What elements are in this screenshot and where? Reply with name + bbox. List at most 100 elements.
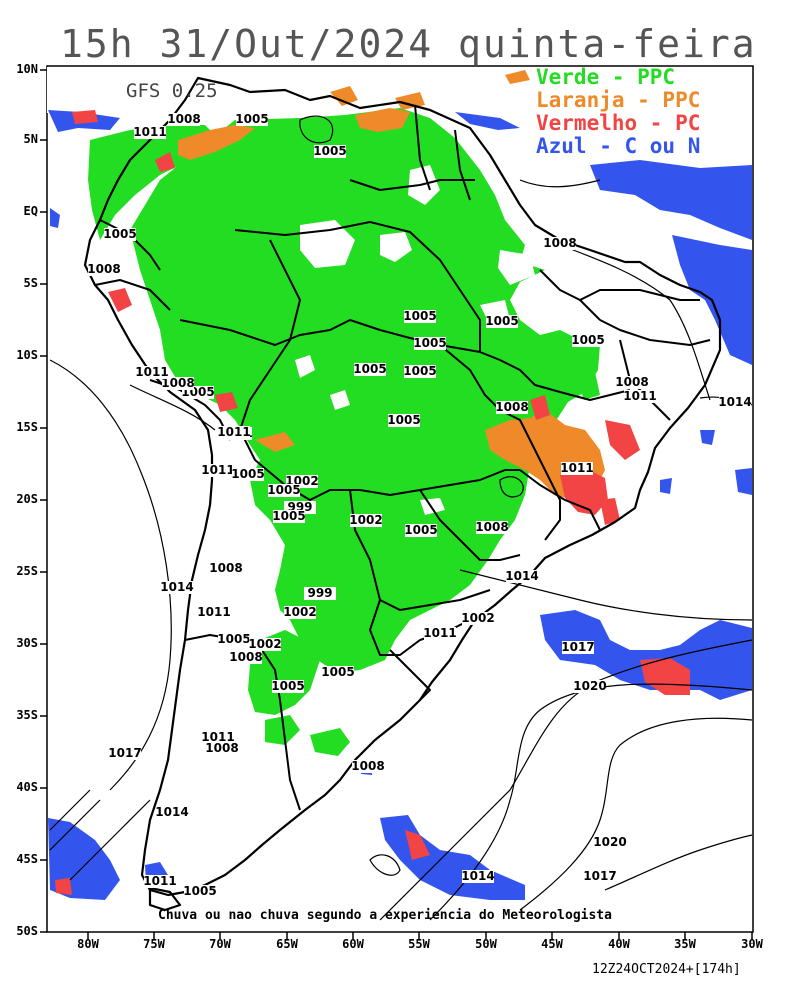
- isobar-label: 1011: [133, 125, 166, 139]
- isobar-label-bg: [414, 337, 446, 350]
- isobar-label: 1011: [217, 425, 250, 439]
- isobar-label: 1005: [413, 336, 446, 350]
- isobar-label: 1005: [353, 362, 386, 376]
- legend-item-orange: Laranja - PPC: [536, 88, 701, 112]
- isobar-label-bg: [304, 587, 336, 600]
- isobar-label: 1014: [718, 395, 751, 409]
- isobar-label: 1005: [485, 314, 518, 328]
- lon-label: 65W: [276, 937, 298, 951]
- isobar-label: 1008: [161, 376, 194, 390]
- isobar-label: 1008: [205, 741, 238, 755]
- footer-note: Chuva ou nao chuva segundo a experiencia…: [158, 908, 612, 923]
- isobar-label-bg: [202, 464, 234, 477]
- isobar-label-bg: [206, 742, 238, 755]
- run-stamp: 12Z24OCT2024+[174h]: [592, 962, 741, 977]
- isobar-label-bg: [156, 806, 188, 819]
- isobar-label-bg: [88, 263, 120, 276]
- isobar-label: 1005: [404, 523, 437, 537]
- isobar-label-bg: [230, 651, 262, 664]
- isobar-label: 1008: [87, 262, 120, 276]
- legend-item-blue: Azul - C ou N: [536, 134, 701, 158]
- isobar-label-bg: [584, 870, 616, 883]
- isobar-label: 1020: [573, 679, 606, 693]
- isobar-label-bg: [719, 396, 751, 409]
- isobar-label-bg: [268, 484, 300, 497]
- isobar-label: 1011: [143, 874, 176, 888]
- isobar-label-bg: [424, 627, 456, 640]
- isobar-label: 1005: [183, 884, 216, 898]
- lon-label: 45W: [541, 937, 563, 951]
- isobar-label: 1014: [505, 569, 538, 583]
- isobar-label-bg: [350, 514, 382, 527]
- isobar-label: 1011: [201, 730, 234, 744]
- isobar-label-bg: [198, 606, 230, 619]
- isobar-label: 1011: [623, 389, 656, 403]
- lat-label: EQ: [23, 204, 38, 218]
- isobar-label-bg: [104, 228, 136, 241]
- isobar-labels: 1008100510111005100510081005100810111005…: [87, 112, 752, 898]
- isobar-label-bg: [405, 524, 437, 537]
- isobar-label: 1008: [209, 561, 242, 575]
- isobar-label-bg: [162, 377, 194, 390]
- isobar-label: 1005: [313, 144, 346, 158]
- lat-label: 50S: [16, 924, 38, 938]
- isobar-label: 1005: [217, 632, 250, 646]
- lon-label: 35W: [674, 937, 696, 951]
- isobar-label-bg: [476, 521, 508, 534]
- lon-label: 75W: [143, 937, 165, 951]
- isobar-label: 1017: [561, 640, 594, 654]
- isobar-label: 1005: [571, 333, 604, 347]
- lat-label: 20S: [16, 492, 38, 506]
- lat-label: 10S: [16, 348, 38, 362]
- isobar-label: 1011: [560, 461, 593, 475]
- isobar-label: 1005: [235, 112, 268, 126]
- isobar-label-bg: [616, 376, 648, 389]
- lon-label: 80W: [77, 937, 99, 951]
- isobar-label: 1014: [155, 805, 188, 819]
- isobar-label-bg: [184, 885, 216, 898]
- isobar-label: 1008: [543, 236, 576, 250]
- axis-ticks: [40, 69, 753, 939]
- isobar-label-bg: [462, 612, 494, 625]
- isobar-label-bg: [273, 510, 305, 523]
- isobar-label-bg: [574, 680, 606, 693]
- isobar-label-bg: [354, 363, 386, 376]
- lon-label: 70W: [209, 937, 231, 951]
- isobar-label-bg: [462, 870, 494, 883]
- model-label: GFS 0.25: [126, 80, 218, 102]
- isobar-label: 1005: [231, 467, 264, 481]
- isobar-label-bg: [284, 606, 316, 619]
- isobar-label-bg: [322, 666, 354, 679]
- isobar-label: 1017: [583, 869, 616, 883]
- isobar-label: 1008: [615, 375, 648, 389]
- isobar-label-bg: [161, 581, 193, 594]
- isobar-label: 1005: [272, 509, 305, 523]
- isobar-label: 1005: [267, 483, 300, 497]
- isobar-label-bg: [136, 366, 168, 379]
- isobar-label: 1020: [593, 835, 626, 849]
- isobar-label: 1005: [387, 413, 420, 427]
- isobar-label: 1011: [135, 365, 168, 379]
- legend-item-red: Vermelho - PC: [536, 111, 701, 135]
- isobar-label: 1008: [167, 112, 200, 126]
- isobar-label-bg: [134, 126, 166, 139]
- isobar-label-bg: [236, 113, 268, 126]
- isobar-label-bg: [496, 401, 528, 414]
- isobar-label-bg: [109, 747, 141, 760]
- isobar-label: 1005: [403, 309, 436, 323]
- lon-label: 30W: [741, 937, 763, 951]
- isobar-label-bg: [249, 638, 281, 651]
- isobar-label-bg: [544, 237, 576, 250]
- lon-label: 40W: [608, 937, 630, 951]
- isobar-label-bg: [506, 570, 538, 583]
- isobar-label: 1005: [271, 679, 304, 693]
- lat-label: 40S: [16, 780, 38, 794]
- isobar-label: 1011: [197, 605, 230, 619]
- isobar-label-bg: [572, 334, 604, 347]
- lat-label: 45S: [16, 852, 38, 866]
- isobar-label-bg: [404, 310, 436, 323]
- legend-item-green: Verde - PPC: [536, 65, 676, 89]
- isobar-label-bg: [314, 145, 346, 158]
- isobar-label: 1014: [160, 580, 193, 594]
- isobar-label: 1011: [423, 626, 456, 640]
